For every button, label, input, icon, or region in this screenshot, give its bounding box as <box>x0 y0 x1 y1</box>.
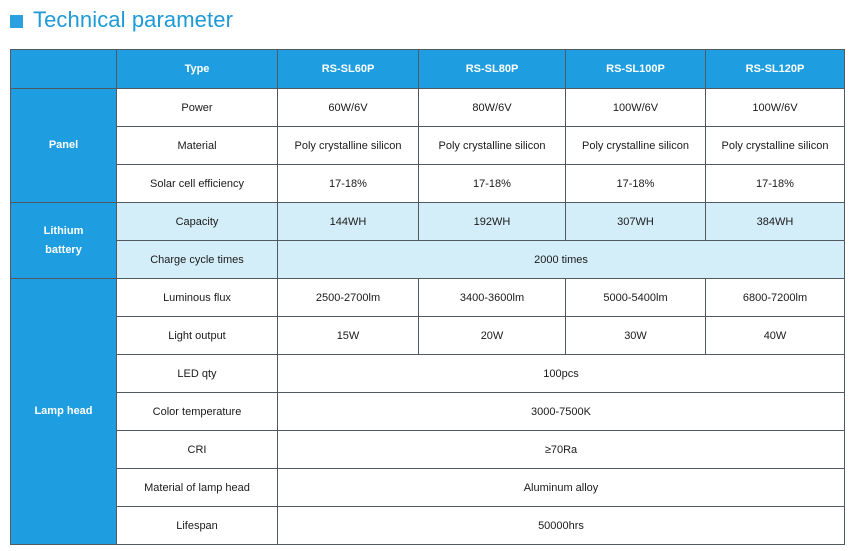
table-cell: 100W/6V <box>705 88 845 127</box>
table-row: Lifespan 50000hrs <box>11 506 845 545</box>
page-title: Technical parameter <box>33 7 233 32</box>
row-label: Light output <box>116 316 278 355</box>
table-cell: 80W/6V <box>418 88 566 127</box>
table-row: Lithium battery Capacity 144WH 192WH 307… <box>10 202 845 279</box>
row-label: Luminous flux <box>116 278 278 317</box>
row-label: Charge cycle times <box>116 240 278 279</box>
table-cell: 3400-3600lm <box>418 278 566 317</box>
model-header: RS-SL100P <box>565 49 706 89</box>
group-lamp-head: Lamp head <box>10 278 117 545</box>
row-label: CRI <box>116 430 278 469</box>
table-cell: 2000 times <box>277 240 845 279</box>
row-label: Material of lamp head <box>116 468 278 507</box>
table-cell: 144WH <box>277 202 419 241</box>
table-cell: 17-18% <box>418 164 566 203</box>
table-cell: 17-18% <box>705 164 845 203</box>
table-cell: Poly crystalline silicon <box>277 126 419 165</box>
type-header: Type <box>116 49 278 89</box>
row-label: LED qty <box>116 354 278 393</box>
group-lithium-battery: Lithium battery <box>10 202 117 279</box>
model-header: RS-SL120P <box>705 49 845 89</box>
table-cell: 100pcs <box>277 354 845 393</box>
table-cell: 17-18% <box>565 164 706 203</box>
table-cell: Aluminum alloy <box>277 468 845 507</box>
table-row: CRI ≥70Ra <box>11 430 845 469</box>
table-cell: 2500-2700lm <box>277 278 419 317</box>
table-row: Color temperature 3000-7500K <box>11 392 845 431</box>
table-cell: 30W <box>565 316 706 355</box>
model-header: RS-SL80P <box>418 49 566 89</box>
table-cell: 100W/6V <box>565 88 706 127</box>
table-cell: 6800-7200lm <box>705 278 845 317</box>
technical-parameter-table: Type RS-SL60P RS-SL80P RS-SL100P RS-SL12… <box>10 49 845 545</box>
table-cell: 60W/6V <box>277 88 419 127</box>
group-label-line: Lithium <box>43 224 84 237</box>
table-cell: 20W <box>418 316 566 355</box>
table-row: Light output 15W 20W 30W 40W <box>11 316 845 355</box>
table-cell: 50000hrs <box>277 506 845 545</box>
row-label: Lifespan <box>116 506 278 545</box>
row-label: Capacity <box>116 202 278 241</box>
corner-cell <box>10 49 117 89</box>
table-cell: Poly crystalline silicon <box>565 126 706 165</box>
section-heading: Technical parameter <box>10 4 233 36</box>
table-row: Lamp head Luminous flux 2500-2700lm 3400… <box>10 278 845 545</box>
row-label: Solar cell efficiency <box>116 164 278 203</box>
table-cell: 3000-7500K <box>277 392 845 431</box>
row-label: Power <box>116 88 278 127</box>
group-label-line: battery <box>45 243 82 256</box>
table-header-row: Type RS-SL60P RS-SL80P RS-SL100P RS-SL12… <box>10 49 845 89</box>
square-bullet-icon <box>10 14 23 28</box>
table-row: Material Poly crystalline silicon Poly c… <box>11 126 845 165</box>
table-cell: 192WH <box>418 202 566 241</box>
table-cell: ≥70Ra <box>277 430 845 469</box>
table-cell: Poly crystalline silicon <box>418 126 566 165</box>
table-cell: 17-18% <box>277 164 419 203</box>
table-row: Solar cell efficiency 17-18% 17-18% 17-1… <box>11 164 845 203</box>
table-cell: Poly crystalline silicon <box>705 126 845 165</box>
table-row: Charge cycle times 2000 times <box>11 240 845 279</box>
table-row: Material of lamp head Aluminum alloy <box>11 468 845 507</box>
table-cell: 384WH <box>705 202 845 241</box>
group-panel: Panel <box>10 88 117 203</box>
table-row: Panel Power 60W/6V 80W/6V 100W/6V 100W/6… <box>10 88 845 203</box>
table-cell: 40W <box>705 316 845 355</box>
model-header: RS-SL60P <box>277 49 419 89</box>
table-row: LED qty 100pcs <box>11 354 845 393</box>
table-cell: 307WH <box>565 202 706 241</box>
table-cell: 15W <box>277 316 419 355</box>
row-label: Material <box>116 126 278 165</box>
table-cell: 5000-5400lm <box>565 278 706 317</box>
row-label: Color temperature <box>116 392 278 431</box>
